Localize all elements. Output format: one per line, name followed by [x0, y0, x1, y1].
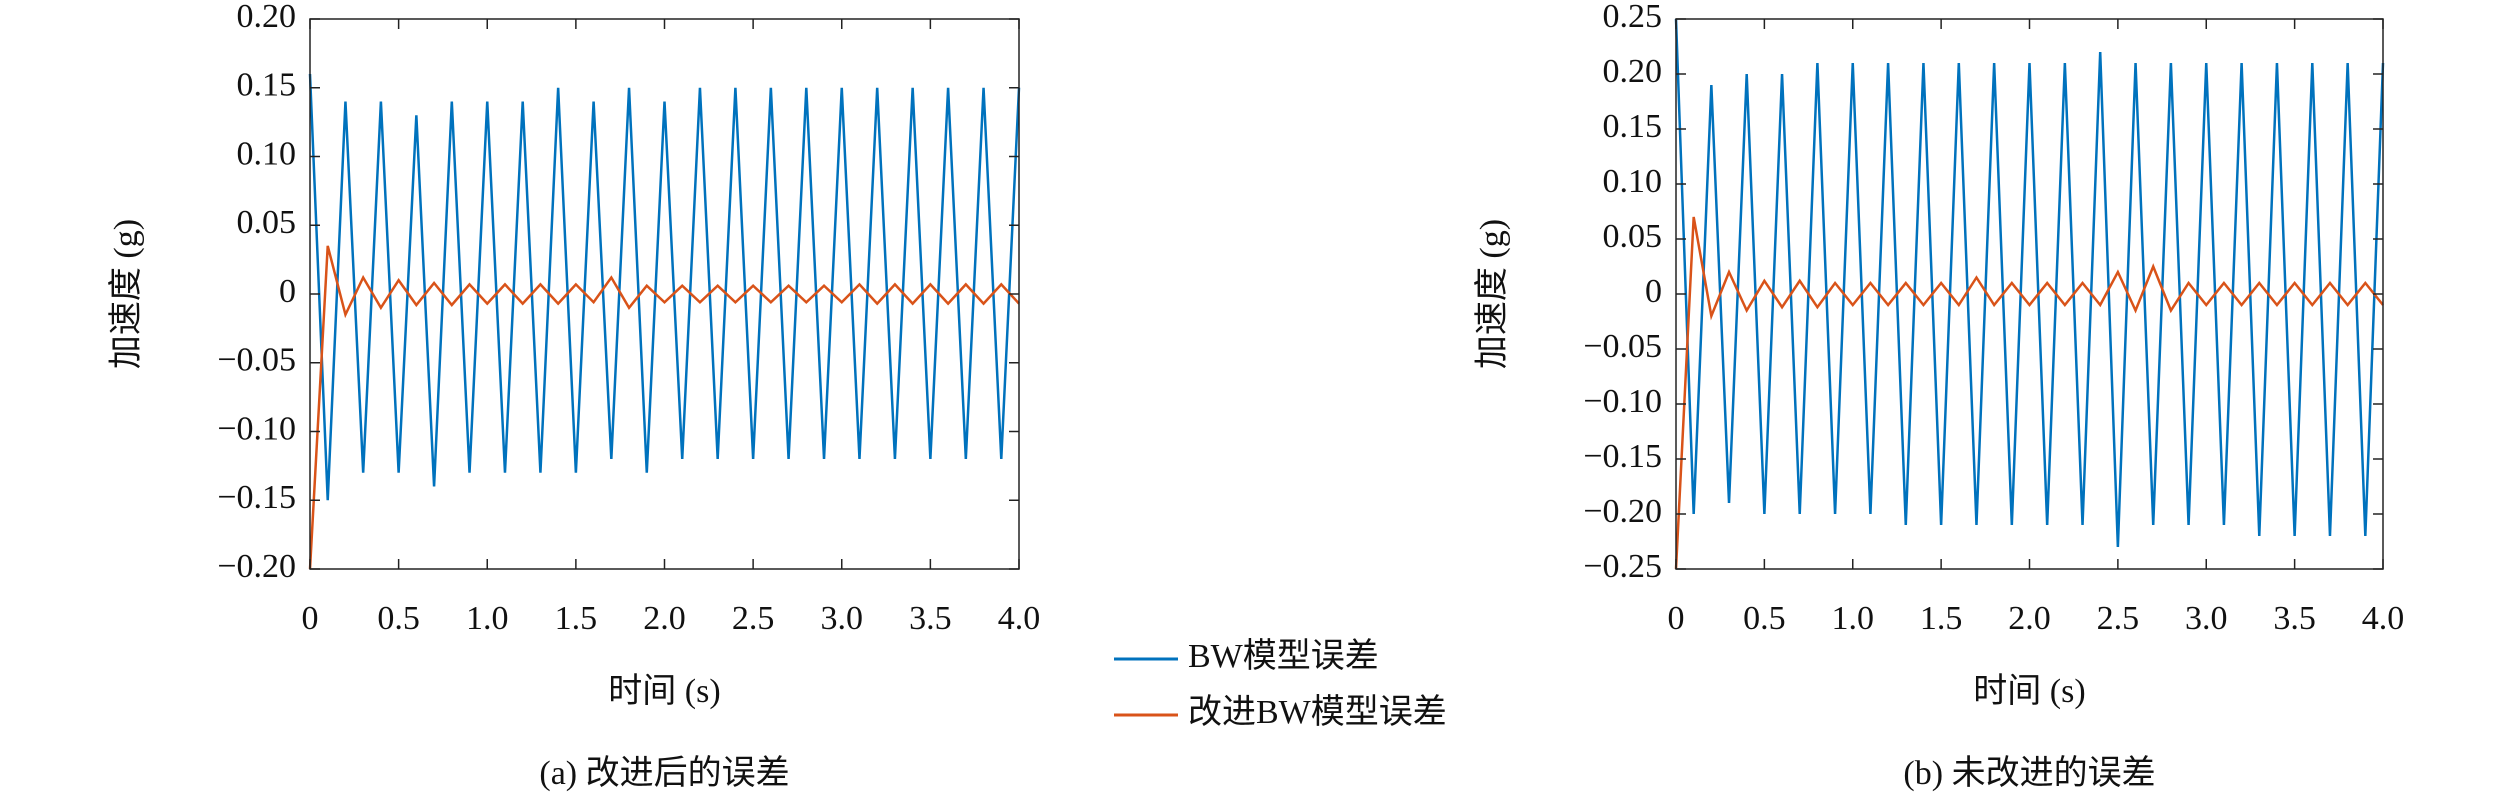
x-tick-label: 3.5	[909, 600, 952, 637]
x-tick-label: 1.0	[466, 600, 509, 637]
y-tick-label: 0.15	[237, 67, 297, 104]
y-tick-label: 0.20	[237, 0, 297, 35]
y-tick-label: 0.25	[1603, 0, 1663, 35]
data-line	[1674, 216, 2384, 570]
data-line	[1674, 18, 2385, 548]
y-axis-label: 加速度 (g)	[107, 219, 145, 369]
y-tick-label: 0	[1645, 273, 1662, 310]
y-axis-label: 加速度 (g)	[1473, 219, 1511, 369]
y-tick-label: 0.20	[1603, 53, 1663, 90]
legend-label: 改进BW模型误差	[1188, 693, 1447, 731]
data-line	[308, 73, 1021, 501]
x-tick-label: 0.5	[377, 600, 420, 637]
y-tick-label: 0.10	[1603, 163, 1663, 200]
x-tick-label: 4.0	[2362, 600, 2405, 637]
x-tick-label: 0	[302, 600, 319, 637]
y-tick-label: 0	[279, 273, 296, 310]
y-tick-label: 0.05	[1603, 218, 1663, 255]
y-tick-label: −0.15	[217, 479, 296, 516]
data-line	[308, 245, 1020, 570]
caption: (b) 未改进的误差	[1903, 754, 2155, 792]
y-tick-label: −0.25	[1583, 548, 1662, 585]
y-tick-label: −0.10	[217, 410, 296, 447]
y-tick-label: 0.05	[237, 204, 297, 241]
x-tick-label: 3.0	[821, 600, 864, 637]
x-tick-label: 2.0	[643, 600, 686, 637]
x-tick-label: 3.5	[2273, 600, 2316, 637]
x-tick-label: 2.5	[2097, 600, 2140, 637]
x-tick-label: 1.5	[1920, 600, 1963, 637]
y-tick-label: −0.10	[1583, 383, 1662, 420]
caption: (a) 改进后的误差	[539, 754, 789, 792]
x-tick-label: 1.5	[555, 600, 598, 637]
x-tick-label: 2.5	[732, 600, 775, 637]
x-axis-label: 时间 (s)	[1973, 673, 2085, 710]
y-tick-label: 0.15	[1603, 108, 1663, 145]
x-tick-label: 2.0	[2008, 600, 2051, 637]
y-tick-label: −0.15	[1583, 438, 1662, 475]
x-tick-label: 0.5	[1743, 600, 1786, 637]
x-tick-label: 4.0	[998, 600, 1041, 637]
y-tick-label: −0.05	[1583, 328, 1662, 365]
legend-label: BW模型误差	[1188, 637, 1379, 675]
x-tick-label: 3.0	[2185, 600, 2228, 637]
y-tick-label: 0.10	[237, 135, 297, 172]
x-axis-label: 时间 (s)	[608, 673, 720, 710]
x-tick-label: 1.0	[1832, 600, 1875, 637]
x-tick-label: 0	[1668, 600, 1685, 637]
y-tick-label: −0.20	[217, 548, 296, 585]
y-tick-label: −0.05	[217, 342, 296, 379]
y-tick-label: −0.20	[1583, 493, 1662, 530]
